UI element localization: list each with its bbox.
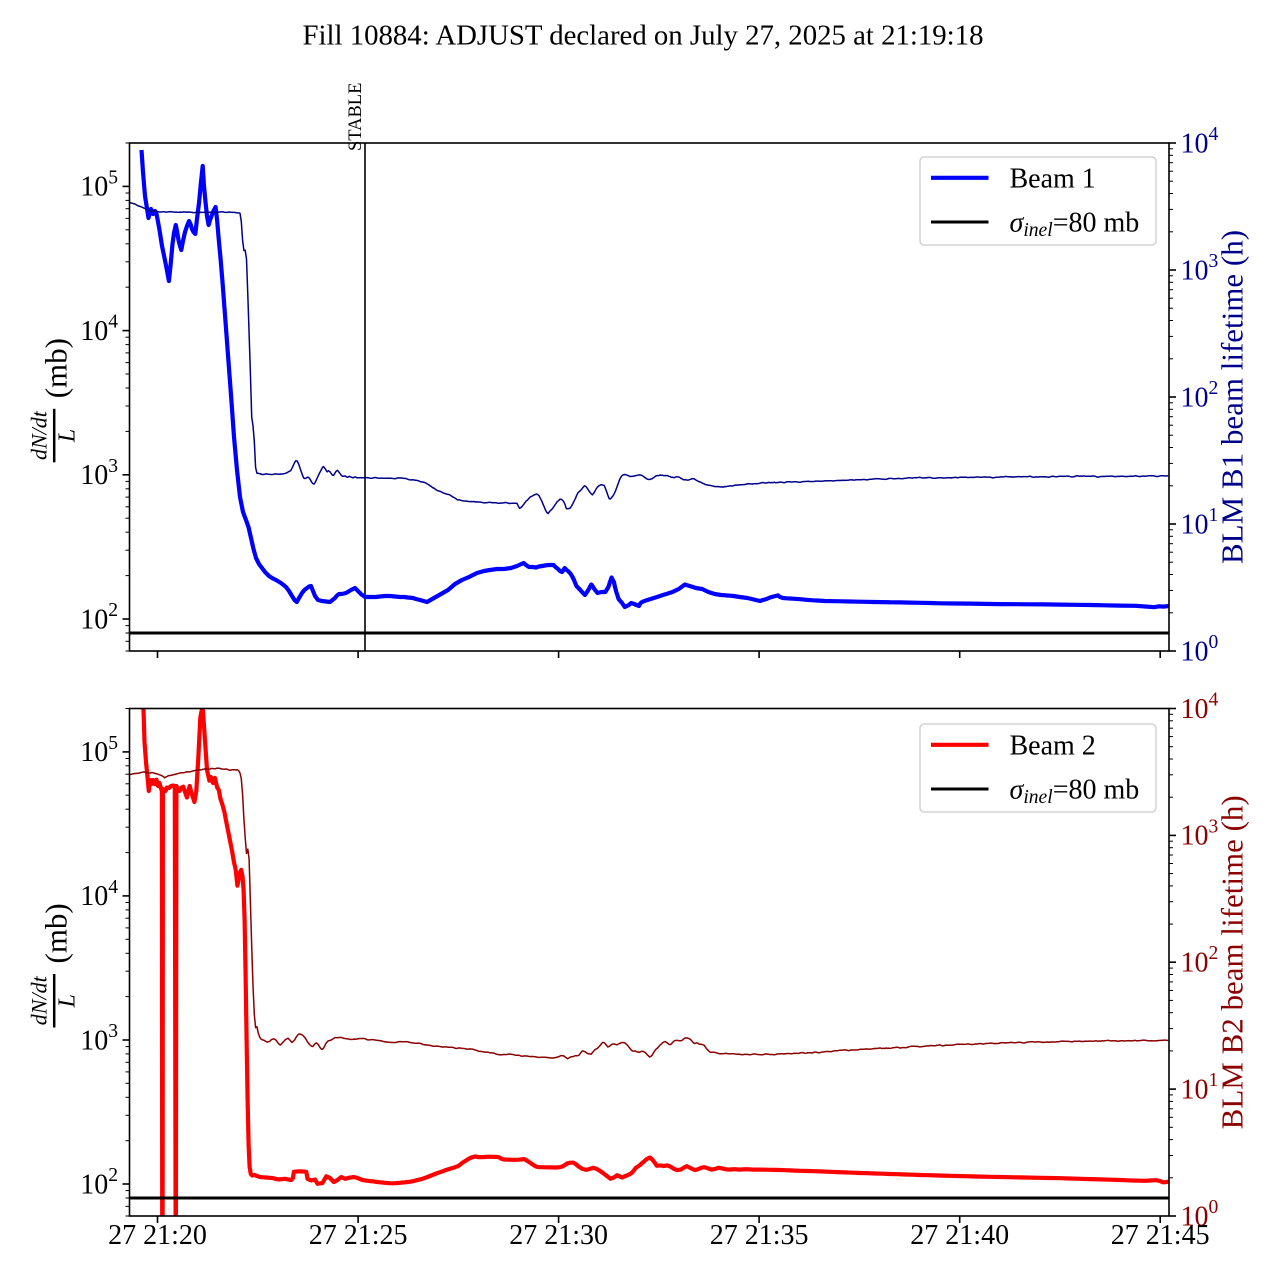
svg-text:L: L	[55, 429, 81, 443]
svg-text:27 21:25: 27 21:25	[309, 1220, 408, 1251]
svg-text:σinel=80 mb: σinel=80 mb	[1010, 208, 1140, 242]
svg-text:STABLE: STABLE	[346, 83, 366, 151]
svg-text:L: L	[55, 994, 81, 1008]
svg-text:102: 102	[80, 600, 118, 635]
svg-text:BLM B1 beam lifetime (h): BLM B1 beam lifetime (h)	[1215, 230, 1250, 564]
svg-text:Beam 1: Beam 1	[1010, 163, 1096, 194]
svg-text:27 21:45: 27 21:45	[1111, 1220, 1210, 1251]
svg-text:27 21:20: 27 21:20	[108, 1220, 207, 1251]
svg-text:27 21:40: 27 21:40	[910, 1220, 1009, 1251]
svg-text:(mb): (mb)	[39, 903, 74, 963]
svg-text:σinel=80 mb: σinel=80 mb	[1010, 775, 1140, 809]
svg-text:BLM B2 beam lifetime (h): BLM B2 beam lifetime (h)	[1215, 795, 1250, 1129]
svg-text:27 21:35: 27 21:35	[710, 1220, 809, 1251]
svg-text:102: 102	[80, 1165, 118, 1200]
svg-text:Fill 10884: ADJUST declared on: Fill 10884: ADJUST declared on July 27, …	[303, 20, 984, 52]
svg-text:dN/dt: dN/dt	[27, 975, 52, 1025]
svg-text:Beam 2: Beam 2	[1010, 730, 1096, 761]
svg-text:27 21:30: 27 21:30	[509, 1220, 608, 1251]
svg-text:dN/dt: dN/dt	[27, 410, 52, 460]
svg-text:(mb): (mb)	[39, 338, 74, 398]
